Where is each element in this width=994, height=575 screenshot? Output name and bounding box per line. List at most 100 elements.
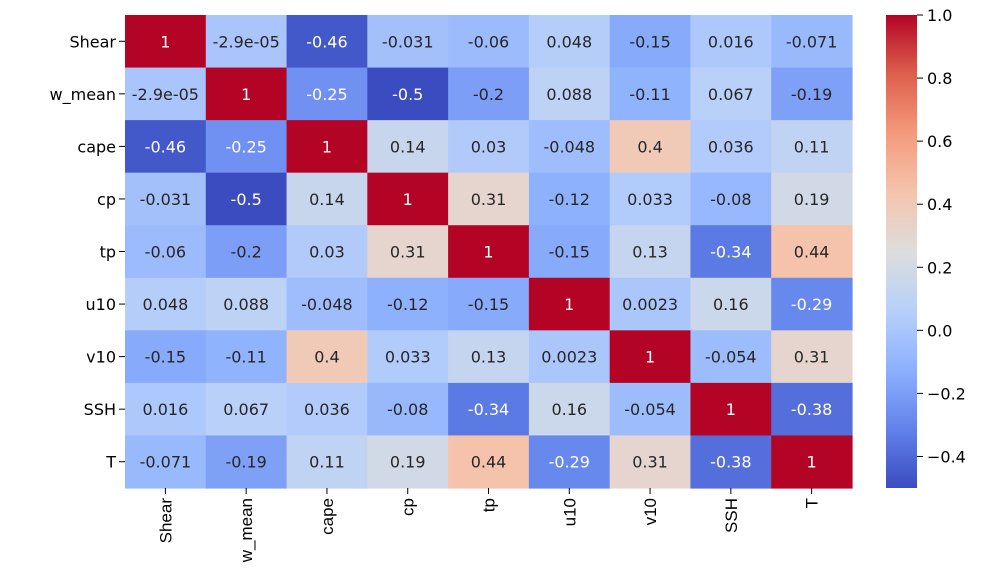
heatmap-cell bbox=[609, 382, 692, 437]
heatmap-cell bbox=[448, 120, 530, 174]
cell-value-label: 0.14 bbox=[390, 137, 426, 156]
y-tick-label: u10 bbox=[86, 295, 117, 314]
colorbar-tick-label: 0.0 bbox=[927, 321, 952, 340]
heatmap-cell bbox=[771, 330, 853, 384]
cell-value-label: -0.2 bbox=[473, 85, 504, 104]
cell-value-label: 0.14 bbox=[309, 190, 345, 209]
cell-value-label: 0.13 bbox=[632, 243, 668, 262]
cell-value-label: -0.11 bbox=[629, 85, 670, 104]
heatmap-cell bbox=[205, 172, 288, 226]
heatmap-cell bbox=[528, 225, 611, 279]
cell-value-label: 0.088 bbox=[546, 85, 592, 104]
heatmap-cell bbox=[367, 277, 449, 331]
x-tick-label: SSH bbox=[722, 498, 741, 533]
heatmap-cell bbox=[367, 330, 449, 384]
cell-value-label: 1 bbox=[160, 32, 170, 51]
y-tick-label: SSH bbox=[84, 400, 116, 419]
cell-value-label: 1 bbox=[403, 190, 413, 209]
cell-value-label: -0.12 bbox=[387, 295, 428, 314]
heatmap-cell bbox=[125, 382, 207, 437]
cell-value-label: -0.19 bbox=[225, 453, 266, 472]
cell-value-label: -0.031 bbox=[140, 190, 192, 209]
y-tick-label: cp bbox=[97, 190, 116, 209]
cell-value-label: -0.06 bbox=[468, 32, 509, 51]
heatmap-cell bbox=[205, 15, 288, 69]
cell-value-label: -0.38 bbox=[710, 453, 751, 472]
heatmap-cell bbox=[609, 435, 692, 489]
cell-value-label: 0.16 bbox=[551, 400, 587, 419]
cell-value-label: -0.06 bbox=[145, 243, 186, 262]
heatmap-cell bbox=[125, 277, 207, 331]
heatmap-cell bbox=[367, 67, 449, 121]
cell-value-label: -0.29 bbox=[549, 453, 590, 472]
cell-value-label: 0.03 bbox=[471, 137, 507, 156]
heatmap-cell bbox=[448, 15, 530, 69]
cell-value-label: 0.31 bbox=[794, 348, 830, 367]
heatmap-cell bbox=[528, 277, 611, 331]
heatmap-cell bbox=[771, 120, 853, 174]
cell-value-label: -0.25 bbox=[225, 137, 266, 156]
cell-value-label: 0.033 bbox=[385, 348, 431, 367]
cell-value-label: 0.016 bbox=[142, 400, 188, 419]
cell-value-label: -0.08 bbox=[387, 400, 428, 419]
cell-value-label: -0.46 bbox=[145, 137, 186, 156]
heatmap-cell bbox=[448, 330, 530, 384]
cell-value-label: 0.11 bbox=[794, 137, 830, 156]
heatmap-cell bbox=[205, 67, 288, 121]
heatmap-cell bbox=[690, 277, 772, 331]
heatmap-cell bbox=[448, 67, 530, 121]
y-tick-label: tp bbox=[100, 243, 116, 262]
cell-value-label: 0.03 bbox=[309, 243, 345, 262]
cell-value-label: 1 bbox=[645, 348, 655, 367]
heatmap-cell bbox=[690, 435, 772, 489]
cell-value-label: -2.9e-05 bbox=[132, 85, 199, 104]
heatmap-cell bbox=[528, 172, 611, 226]
cell-value-label: 0.0023 bbox=[622, 295, 678, 314]
cell-value-label: -0.054 bbox=[624, 400, 676, 419]
heatmap-cell bbox=[367, 225, 449, 279]
cell-value-label: -0.25 bbox=[306, 85, 347, 104]
heatmap-cell bbox=[286, 330, 368, 384]
cell-value-label: -0.08 bbox=[710, 190, 751, 209]
heatmap-cell bbox=[286, 225, 368, 279]
cell-value-label: 0.067 bbox=[708, 85, 754, 104]
x-tick-label: cp bbox=[399, 498, 418, 516]
colorbar-gradient bbox=[886, 15, 917, 488]
cell-value-label: -0.34 bbox=[710, 243, 751, 262]
heatmap-cell bbox=[690, 172, 772, 226]
cell-value-label: 0.033 bbox=[627, 190, 673, 209]
cell-value-label: -0.34 bbox=[468, 400, 509, 419]
heatmap-cell bbox=[448, 277, 530, 331]
cell-value-label: 0.16 bbox=[713, 295, 749, 314]
heatmap-cell bbox=[286, 382, 368, 437]
heatmap-cell bbox=[771, 225, 853, 279]
heatmap-cell bbox=[528, 15, 611, 69]
cell-value-label: -0.15 bbox=[549, 243, 590, 262]
cell-annotations: 1 -2.9e-05 -0.46 -0.031 -0.06 0.048 -0.15 0.016… bbox=[132, 32, 838, 471]
heatmap-cell bbox=[609, 67, 692, 121]
cell-value-label: 0.067 bbox=[223, 400, 269, 419]
colorbar-tick-label: 0.4 bbox=[927, 195, 952, 214]
heatmap-cell bbox=[286, 172, 368, 226]
cell-value-label: 0.016 bbox=[708, 32, 754, 51]
heatmap-cell bbox=[205, 382, 288, 437]
heatmap-cell bbox=[528, 330, 611, 384]
heatmap-cell bbox=[771, 172, 853, 226]
x-tick-label: tp bbox=[480, 498, 499, 512]
heatmap-cell bbox=[528, 120, 611, 174]
heatmap-cell bbox=[690, 382, 772, 437]
heatmap-cell bbox=[771, 435, 853, 489]
colorbar: 1.0 0.8 0.6 0.4 0.2 0.0 −0.2 −0.4 bbox=[886, 6, 966, 488]
cell-value-label: -0.29 bbox=[791, 295, 832, 314]
y-tick-label: w_mean bbox=[50, 85, 116, 105]
cell-value-label: 1 bbox=[564, 295, 574, 314]
cell-value-label: -0.071 bbox=[786, 32, 838, 51]
cell-value-label: -0.38 bbox=[791, 400, 832, 419]
heatmap-cell bbox=[448, 172, 530, 226]
cell-value-label: -0.048 bbox=[301, 295, 353, 314]
cell-value-label: 0.31 bbox=[390, 243, 426, 262]
x-axis-tick-labels: Shear w_mean cape cp tp u10 v10 SSH T bbox=[156, 488, 822, 563]
heatmap-cell bbox=[771, 382, 853, 437]
